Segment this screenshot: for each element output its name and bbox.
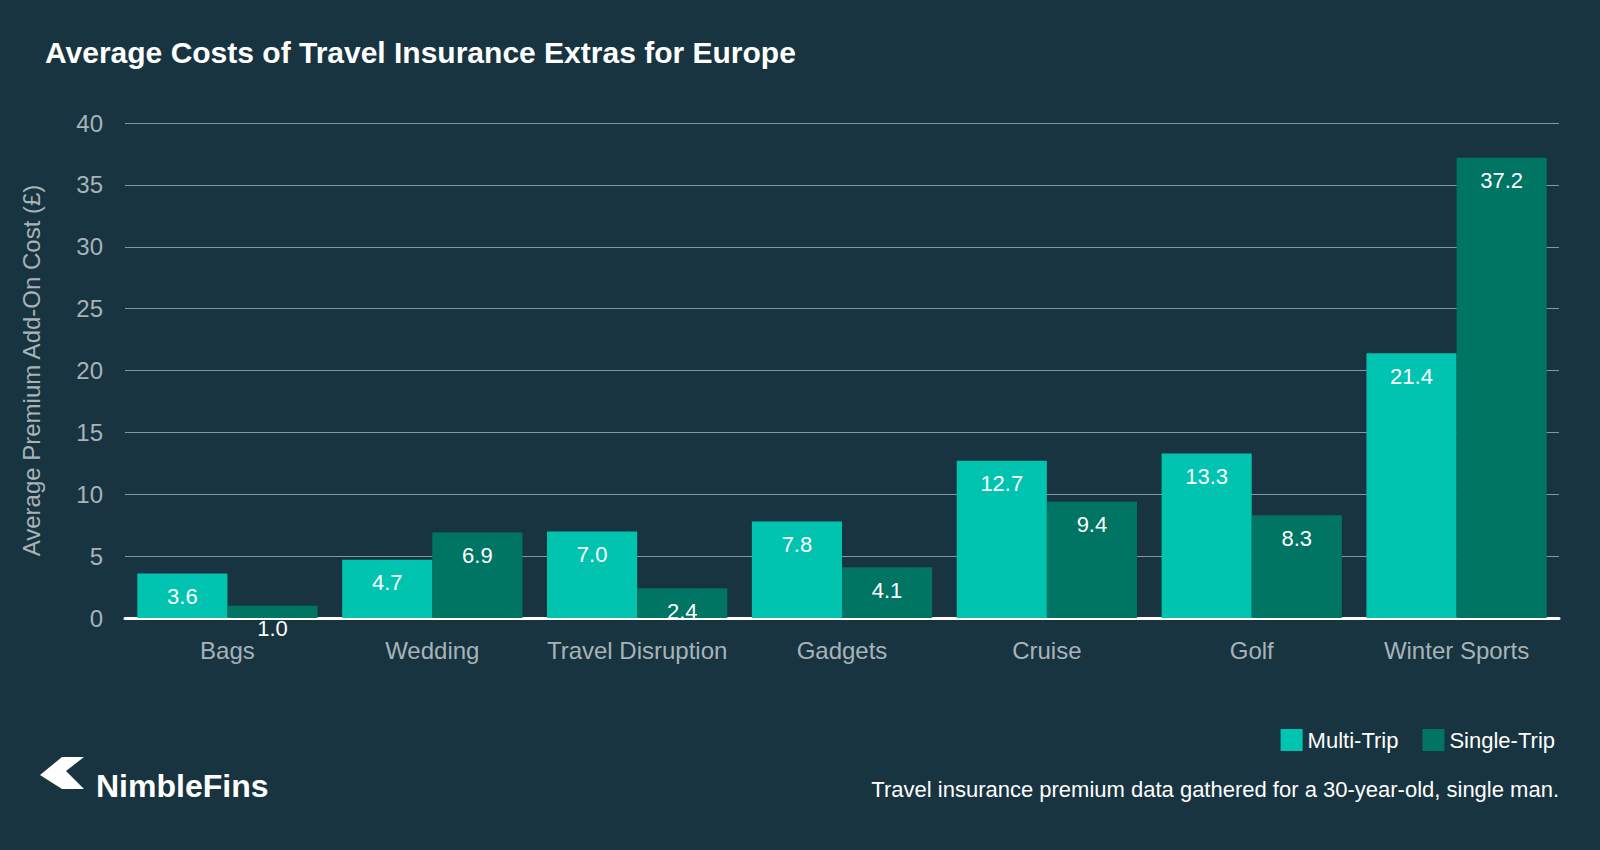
svg-text:8.3: 8.3 bbox=[1281, 526, 1312, 551]
svg-text:37.2: 37.2 bbox=[1480, 168, 1523, 193]
svg-text:6.9: 6.9 bbox=[462, 543, 493, 568]
svg-text:21.4: 21.4 bbox=[1390, 364, 1433, 389]
svg-text:40: 40 bbox=[76, 110, 103, 137]
svg-text:Average Premium Add-On Cost (£: Average Premium Add-On Cost (£) bbox=[18, 185, 45, 557]
svg-text:Travel Disruption: Travel Disruption bbox=[547, 637, 728, 664]
svg-text:1.0: 1.0 bbox=[257, 616, 288, 641]
svg-text:5: 5 bbox=[90, 543, 103, 570]
svg-text:3.6: 3.6 bbox=[167, 584, 198, 609]
svg-text:12.7: 12.7 bbox=[980, 471, 1023, 496]
svg-text:Golf: Golf bbox=[1230, 637, 1274, 664]
svg-text:Gadgets: Gadgets bbox=[797, 637, 888, 664]
svg-text:Wedding: Wedding bbox=[385, 637, 479, 664]
svg-text:Average Costs of Travel Insura: Average Costs of Travel Insurance Extras… bbox=[45, 36, 796, 69]
svg-text:Cruise: Cruise bbox=[1012, 637, 1081, 664]
svg-text:30: 30 bbox=[76, 233, 103, 260]
svg-text:35: 35 bbox=[76, 171, 103, 198]
svg-text:25: 25 bbox=[76, 295, 103, 322]
svg-text:4.1: 4.1 bbox=[872, 578, 903, 603]
svg-text:10: 10 bbox=[76, 481, 103, 508]
svg-text:Single-Trip: Single-Trip bbox=[1449, 728, 1555, 753]
svg-text:2.4: 2.4 bbox=[667, 599, 698, 624]
svg-text:13.3: 13.3 bbox=[1185, 464, 1228, 489]
svg-text:7.0: 7.0 bbox=[577, 542, 608, 567]
svg-text:Winter Sports: Winter Sports bbox=[1384, 637, 1529, 664]
svg-text:4.7: 4.7 bbox=[372, 570, 403, 595]
svg-text:Travel insurance premium data: Travel insurance premium data gathered f… bbox=[871, 777, 1559, 802]
svg-text:20: 20 bbox=[76, 357, 103, 384]
svg-text:9.4: 9.4 bbox=[1077, 512, 1108, 537]
svg-text:Multi-Trip: Multi-Trip bbox=[1308, 728, 1399, 753]
svg-text:15: 15 bbox=[76, 419, 103, 446]
svg-text:0: 0 bbox=[90, 605, 103, 632]
svg-text:7.8: 7.8 bbox=[782, 532, 813, 557]
svg-text:NimbleFins: NimbleFins bbox=[96, 768, 268, 804]
svg-text:Bags: Bags bbox=[200, 637, 255, 664]
